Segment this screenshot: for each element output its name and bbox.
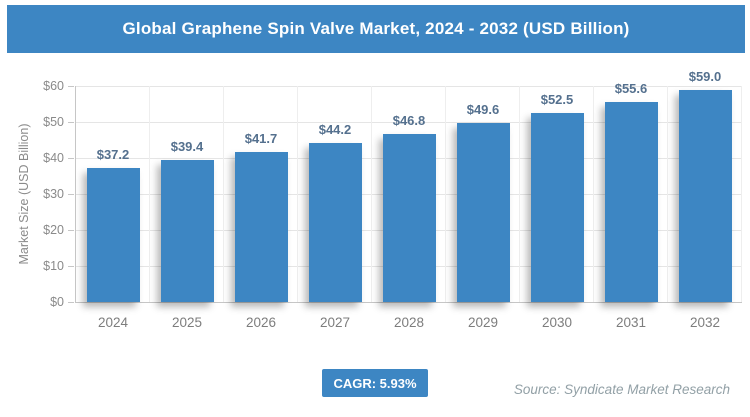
bar-value-label: $39.4 (170, 139, 204, 155)
y-tick-label: $10 (43, 259, 64, 273)
x-tick-label: 2031 (615, 315, 647, 330)
cagr-label: CAGR: 5.93% (333, 375, 417, 391)
v-gridline (667, 86, 668, 302)
bar-value-label: $52.5 (540, 92, 574, 107)
y-tick-mark (68, 86, 74, 87)
bar-2028 (382, 133, 436, 302)
v-gridline (519, 86, 520, 302)
bar-value-label: $55.6 (614, 80, 648, 96)
bar-2026 (234, 151, 288, 302)
y-tick-label: $40 (43, 151, 64, 165)
bar-2031 (604, 101, 658, 302)
chart-title: Global Graphene Spin Valve Market, 2024 … (122, 19, 630, 38)
y-tick-label: $0 (50, 295, 64, 309)
bar-2030 (530, 113, 584, 302)
x-tick-label: 2028 (393, 315, 425, 330)
x-tick-label: 2026 (245, 315, 277, 330)
y-tick-label: $60 (43, 79, 64, 93)
y-tick-label: $50 (43, 115, 64, 129)
x-tick-label: 2029 (467, 315, 499, 330)
y-tick-mark (68, 122, 74, 123)
v-gridline (297, 86, 298, 302)
bar-2025 (160, 160, 214, 302)
bar-value-label: $49.6 (466, 102, 500, 118)
x-tick-label: 2032 (689, 315, 721, 330)
x-tick-label: 2027 (319, 315, 351, 330)
bar-value-label: $41.7 (244, 130, 278, 146)
bar-2032 (678, 89, 732, 302)
y-tick-mark (68, 230, 74, 231)
x-tick-label: 2025 (171, 315, 203, 330)
bar-2027 (308, 142, 362, 302)
h-gridline (76, 86, 742, 87)
v-gridline (593, 86, 594, 302)
bar-value-label: $44.2 (318, 121, 352, 137)
bar-value-label: $46.8 (392, 112, 426, 128)
cagr-badge: CAGR: 5.93% (322, 369, 428, 397)
y-tick-mark (68, 158, 74, 159)
bar-value-label: $59.0 (688, 68, 722, 84)
source-text: Source: Syndicate Market Research (513, 382, 730, 397)
h-gridline (76, 122, 742, 123)
y-tick-label: $20 (43, 223, 64, 237)
bar-2024 (86, 168, 140, 302)
v-gridline (223, 86, 224, 302)
y-tick-mark (68, 194, 74, 195)
v-gridline (445, 86, 446, 302)
x-tick-label: 2030 (541, 315, 573, 330)
y-tick-label: $30 (43, 187, 64, 201)
y-tick-mark (68, 302, 74, 303)
v-gridline (149, 86, 150, 302)
plot-area: $37.2 2024 $39.4 2025 $41.7 2026 $44.2 2027 $46.… (75, 69, 742, 330)
bar-2029 (456, 123, 510, 302)
v-gridline (741, 86, 742, 302)
y-tick-mark (68, 266, 74, 267)
x-tick-label: 2024 (97, 315, 129, 330)
bar-value-label: $37.2 (96, 147, 130, 163)
chart-title-bar: Global Graphene Spin Valve Market, 2024 … (7, 5, 745, 53)
v-gridline (371, 86, 372, 302)
